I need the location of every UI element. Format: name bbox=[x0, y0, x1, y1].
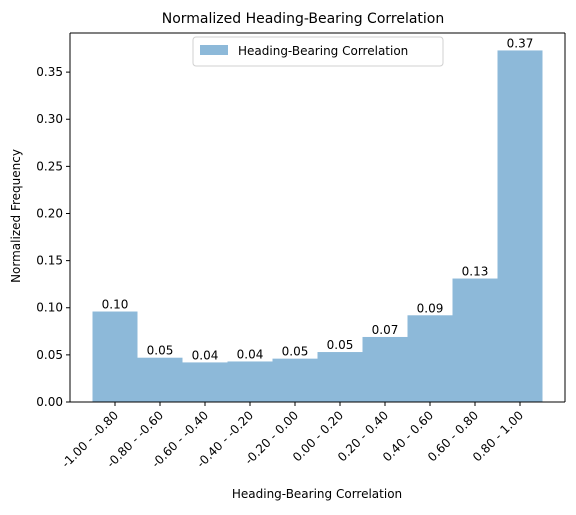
axes-frame bbox=[69, 32, 566, 403]
bar bbox=[227, 361, 273, 402]
y-tick-label: 0.00 bbox=[36, 395, 63, 409]
bar bbox=[362, 336, 408, 402]
bar-value-label: 0.04 bbox=[192, 348, 219, 362]
x-axis-label: Heading-Bearing Correlation bbox=[232, 487, 402, 501]
y-tick-label: 0.30 bbox=[36, 112, 63, 126]
bar-value-label: 0.09 bbox=[417, 301, 444, 315]
bar bbox=[137, 357, 183, 402]
y-tick-label: 0.15 bbox=[36, 254, 63, 268]
y-tick-label: 0.25 bbox=[36, 159, 63, 173]
y-tick-label: 0.20 bbox=[36, 206, 63, 220]
legend-swatch bbox=[200, 45, 228, 55]
y-ticks: 0.00 0.05 0.10 0.15 0.20 0.25 0.30 0.35 bbox=[36, 65, 70, 409]
bar-value-label: 0.13 bbox=[462, 265, 489, 279]
bar bbox=[317, 352, 363, 402]
data-labels-layer: 0.10 0.05 0.04 0.04 0.05 0.05 0.07 0.09 0.13 0.37 bbox=[102, 36, 534, 362]
legend: Heading-Bearing Correlation bbox=[192, 36, 444, 67]
bar-value-label: 0.10 bbox=[102, 298, 129, 312]
bar-value-label: 0.04 bbox=[237, 347, 264, 361]
chart-title: Normalized Heading-Bearing Correlation bbox=[162, 11, 445, 27]
bar bbox=[497, 50, 543, 403]
y-axis-label: Normalized Frequency bbox=[9, 149, 23, 283]
y-tick-label: 0.10 bbox=[36, 301, 63, 315]
bars-layer bbox=[92, 50, 543, 403]
bar bbox=[452, 278, 498, 402]
bar bbox=[92, 311, 138, 402]
y-tick-label: 0.05 bbox=[36, 348, 63, 362]
bar bbox=[182, 362, 228, 402]
bar-value-label: 0.05 bbox=[327, 338, 354, 352]
bar-value-label: 0.37 bbox=[507, 36, 534, 50]
bar bbox=[272, 358, 318, 402]
x-ticks: -1.00 - -0.80-0.80 - -0.60-0.60 - -0.40-… bbox=[59, 402, 526, 470]
bar-value-label: 0.05 bbox=[147, 344, 174, 358]
legend-box bbox=[192, 36, 444, 67]
bar-value-label: 0.05 bbox=[282, 345, 309, 359]
legend-label: Heading-Bearing Correlation bbox=[238, 44, 408, 58]
bar-value-label: 0.07 bbox=[372, 323, 399, 337]
y-tick-label: 0.35 bbox=[36, 65, 63, 79]
bar bbox=[407, 315, 453, 402]
